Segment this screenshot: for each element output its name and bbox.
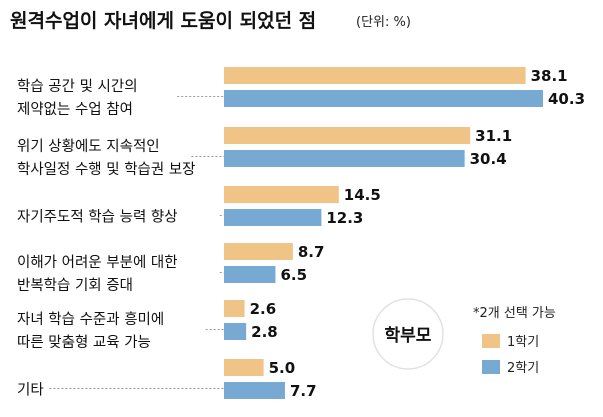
category-label: 위기 상황에도 지속적인 [17, 138, 160, 155]
data-label: 12.3 [326, 209, 363, 227]
category-label: 학사일정 수행 및 학습권 보장 [17, 161, 196, 178]
legend: *2개 선택 가능 1학기 2학기 [473, 306, 556, 376]
data-label: 14.5 [344, 186, 381, 204]
bar-semester1 [224, 186, 339, 203]
category-label: 제약없는 수업 참여 [17, 101, 133, 118]
respondent-badge-label: 학부모 [385, 326, 432, 346]
bar-semester1 [224, 127, 471, 144]
legend-swatch [482, 334, 500, 348]
bar-semester1 [224, 243, 293, 260]
data-label: 7.7 [290, 382, 317, 400]
bar-semester2 [224, 323, 247, 340]
data-label: 8.7 [298, 243, 325, 261]
legend-swatch [482, 360, 500, 374]
legend-label: 2학기 [507, 361, 539, 376]
category-label: 따른 맞춤형 교육 가능 [17, 334, 151, 351]
category-label: 기타 [17, 382, 44, 399]
respondent-badge-circle [372, 298, 444, 370]
bar-semester2 [224, 382, 285, 399]
legend-note: *2개 선택 가능 [473, 306, 556, 321]
category-label: 자녀 학습 수준과 흥미에 [17, 310, 164, 328]
data-label: 6.5 [280, 266, 307, 284]
legend-label: 1학기 [507, 335, 539, 350]
bar-semester2 [224, 90, 543, 107]
data-label: 2.8 [251, 323, 278, 341]
data-label: 31.1 [475, 127, 512, 145]
data-label: 38.1 [531, 67, 568, 85]
bar-semester2 [224, 150, 465, 167]
chart-title: 원격수업이 자녀에게 도움이 되었던 점 [10, 10, 316, 32]
data-label: 40.3 [548, 90, 585, 108]
category-label: 자기주도적 학습 능력 향상 [17, 209, 178, 226]
category-label: 이해가 어려운 부분에 대한 [17, 254, 178, 271]
bar-semester1 [224, 67, 526, 84]
category-label: 학습 공간 및 시간의 [17, 78, 138, 95]
category-label: 반복학습 기회 증대 [17, 277, 133, 294]
chart-unit: (단위: %) [356, 15, 411, 30]
respondent-badge: 학부모 [372, 298, 444, 370]
data-label: 30.4 [470, 150, 507, 168]
bar-semester2 [224, 266, 276, 283]
bar-semester2 [224, 209, 322, 226]
data-label: 5.0 [269, 359, 296, 377]
bar-semester1 [224, 359, 264, 376]
bar-semester1 [224, 300, 245, 317]
data-label: 2.6 [250, 300, 277, 318]
